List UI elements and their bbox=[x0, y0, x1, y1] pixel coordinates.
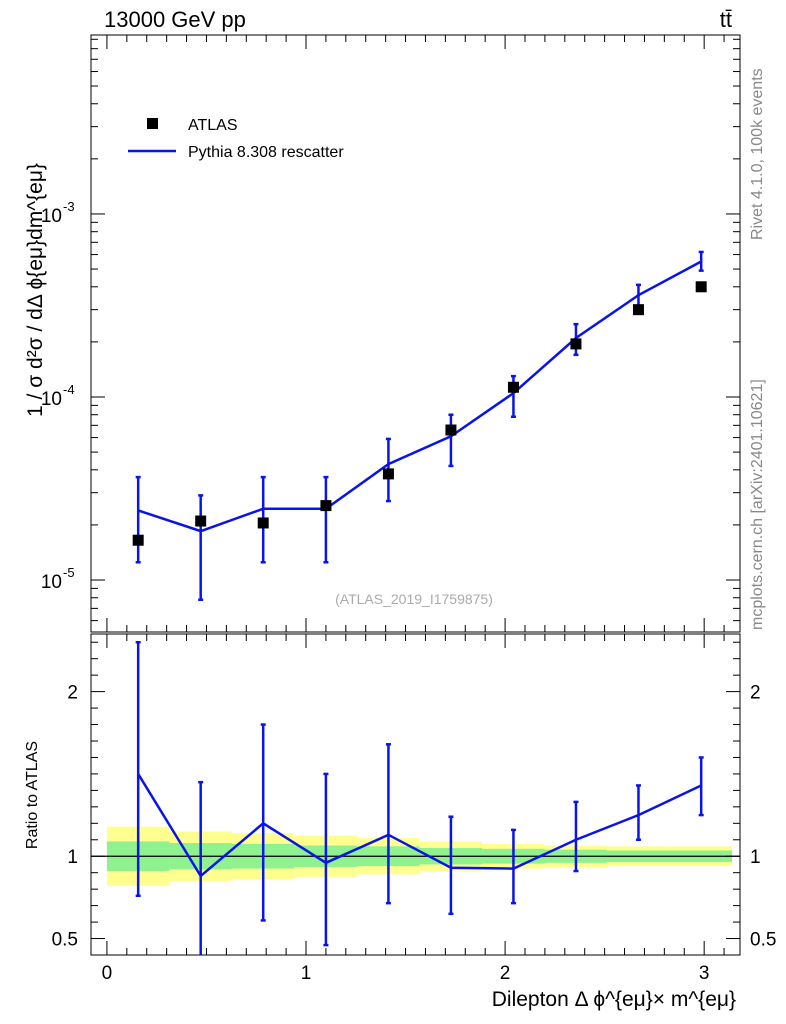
x-axis-label: Dilepton Δ ϕ^{eμ}× m^{eμ} bbox=[492, 988, 736, 1011]
data-point bbox=[195, 515, 207, 527]
data-point bbox=[382, 468, 394, 480]
analysis-watermark: (ATLAS_2019_I1759875) bbox=[335, 591, 493, 607]
legend-mc-label: Pythia 8.308 rescatter bbox=[188, 144, 344, 161]
rivet-version-label: Rivet 4.1.0, 100k events bbox=[749, 68, 766, 240]
ratio-ytick-label-left: 1 bbox=[67, 847, 78, 868]
legend-data-label: ATLAS bbox=[188, 117, 238, 134]
ratio-ytick-label-right: 1 bbox=[750, 847, 761, 868]
legend-data-marker bbox=[147, 118, 158, 129]
ratio-ytick-label-left: 0.5 bbox=[52, 930, 78, 951]
data-point bbox=[632, 304, 644, 316]
ratio-ytick-label-left: 2 bbox=[67, 683, 78, 704]
ratio-ytick-label-right: 0.5 bbox=[750, 930, 776, 951]
ratio-panel-frame bbox=[90, 633, 741, 956]
ratio-panel: 0.5 0.5 1 1 2 2 0 1 2 3 bbox=[52, 634, 776, 984]
x-tick-label: 1 bbox=[301, 963, 312, 984]
data-point bbox=[570, 338, 582, 350]
main-ylabel-group: 1 / σ d²σ / dΔ ϕ{eμ}dm^{eμ} bbox=[24, 163, 47, 417]
ratio-ytick-label-right: 2 bbox=[750, 683, 761, 704]
ratio-mc-line bbox=[137, 773, 702, 878]
main-ytick-label: 10 bbox=[41, 206, 62, 227]
x-tick-label: 3 bbox=[699, 963, 710, 984]
ratio-ylabel: Ratio to ATLAS bbox=[24, 741, 41, 849]
main-ytick-label: 10 bbox=[41, 389, 62, 410]
process-label: tt̄ bbox=[720, 7, 732, 32]
main-panel: 10-510-410-3 bbox=[41, 35, 740, 632]
data-point bbox=[445, 424, 457, 436]
x-tick-label: 2 bbox=[500, 963, 511, 984]
main-ytick-label-exponent: -3 bbox=[63, 199, 75, 214]
data-point bbox=[695, 281, 707, 293]
data-point bbox=[320, 500, 332, 512]
main-ytick-label-exponent: -5 bbox=[63, 565, 75, 580]
x-tick-label: 0 bbox=[102, 963, 113, 984]
main-panel-frame bbox=[90, 34, 741, 633]
mc-line bbox=[137, 260, 702, 533]
main-ytick-label-exponent: -4 bbox=[63, 382, 75, 397]
energy-label: 13000 GeV pp bbox=[104, 7, 246, 32]
data-point bbox=[507, 381, 519, 393]
data-point bbox=[257, 517, 269, 529]
main-ylabel: 1 / σ d²σ / dΔ ϕ{eμ}dm^{eμ} bbox=[24, 163, 47, 417]
mcplots-label: mcplots.cern.ch [arXiv:2401.10621] bbox=[749, 379, 766, 630]
main-ytick-label: 10 bbox=[41, 572, 62, 593]
data-point bbox=[132, 534, 144, 546]
ratio-ylabel-group: Ratio to ATLAS bbox=[24, 741, 41, 849]
